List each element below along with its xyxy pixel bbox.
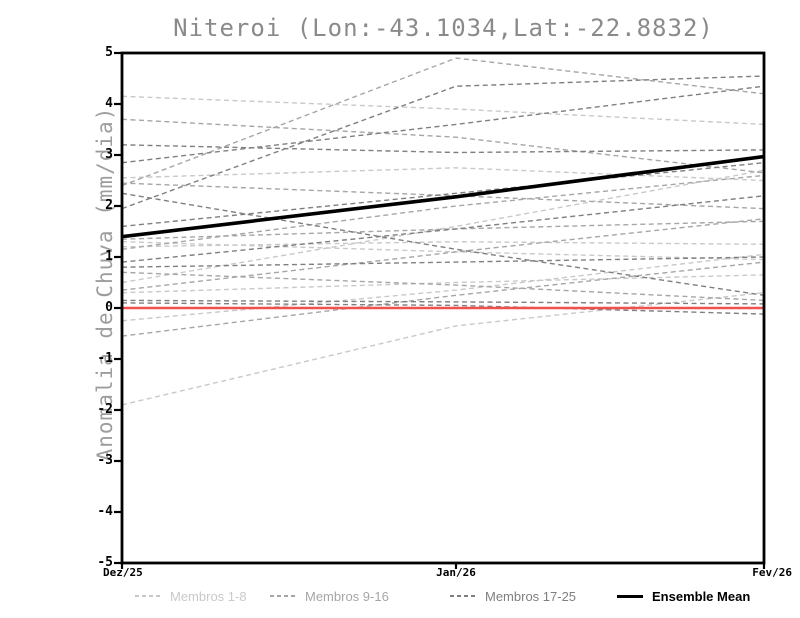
- y-tick-label: -4: [97, 504, 113, 519]
- member-line: [121, 57, 765, 187]
- y-tick-label: 0: [105, 300, 113, 315]
- legend-item: Membros 1-8: [135, 588, 247, 604]
- member-line: [121, 253, 765, 322]
- member-line: [121, 302, 765, 315]
- member-line: [121, 274, 765, 294]
- member-line: [121, 174, 765, 250]
- x-tick-label: Jan/26: [436, 566, 476, 579]
- x-tick-label: Dez/25: [103, 566, 143, 579]
- legend-label: Ensemble Mean: [652, 588, 751, 604]
- y-tick-label: 5: [105, 45, 113, 60]
- legend-item: Membros 17-25: [450, 588, 577, 604]
- member-line: [121, 256, 765, 268]
- legend-item: Ensemble Mean: [617, 588, 751, 604]
- y-tick-label: -1: [97, 351, 113, 366]
- member-line: [121, 218, 765, 291]
- member-line: [121, 182, 765, 210]
- legend-dashed-line-swatch: [450, 595, 476, 597]
- member-line: [121, 241, 765, 261]
- member-line: [121, 85, 765, 164]
- member-line: [121, 167, 765, 182]
- y-tick-label: -2: [97, 402, 113, 417]
- member-line: [121, 240, 765, 248]
- member-line: [121, 192, 765, 296]
- x-tick-label: Fev/26: [752, 566, 792, 579]
- legend-dashed-line-swatch: [135, 595, 161, 597]
- member-line: [121, 299, 765, 305]
- member-line: [121, 162, 765, 228]
- y-tick-label: -3: [97, 453, 113, 468]
- legend-label: Membros 9-16: [305, 588, 389, 604]
- legend-label: Membros 17-25: [485, 588, 577, 604]
- member-line: [121, 195, 765, 263]
- legend-dashed-line-swatch: [270, 595, 296, 597]
- member-line: [121, 271, 765, 302]
- member-line: [121, 169, 765, 284]
- legend-item: Membros 9-16: [270, 588, 389, 604]
- ensemble-mean-line: [121, 154, 765, 239]
- member-line: [121, 75, 765, 210]
- y-tick-label: 2: [105, 198, 113, 213]
- member-line: [121, 292, 765, 406]
- chart-title: Niteroi (Lon:-43.1034,Lat:-22.8832): [173, 14, 714, 42]
- y-tick-label: 4: [105, 96, 113, 111]
- member-line: [121, 95, 765, 126]
- member-line: [121, 118, 765, 174]
- legend-solid-line-swatch: [617, 594, 643, 598]
- y-tick-label: -5: [97, 555, 113, 570]
- y-tick-label: 3: [105, 147, 113, 162]
- legend-label: Membros 1-8: [170, 588, 247, 604]
- member-line: [121, 261, 765, 337]
- member-line: [121, 144, 765, 154]
- y-tick-label: 1: [105, 249, 113, 264]
